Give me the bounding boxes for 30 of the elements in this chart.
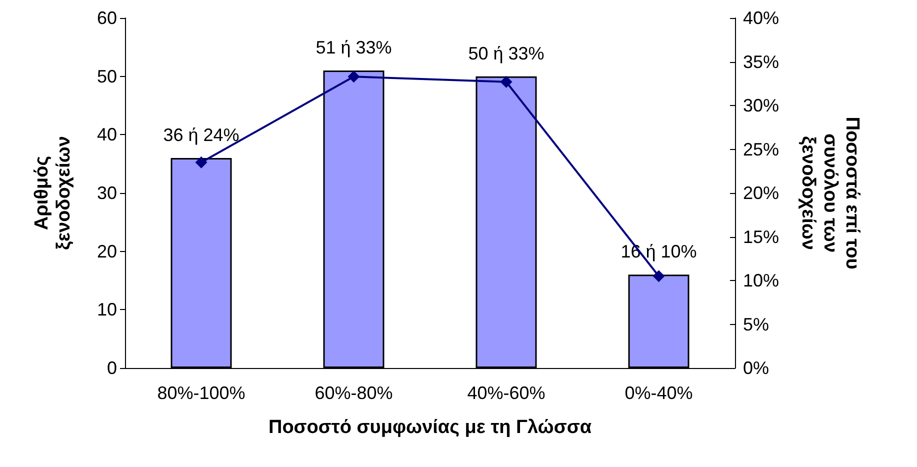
y2-tick-label: 35% [743, 52, 780, 72]
y2-tick-label: 0% [743, 358, 770, 378]
y2-tick-label: 40% [743, 8, 780, 28]
y2-tick-label: 5% [743, 314, 770, 334]
y-tick-label: 30 [96, 183, 117, 203]
y2-tick-label: 10% [743, 270, 780, 290]
y2-tick-label: 15% [743, 226, 780, 247]
point [500, 76, 512, 88]
y2-axis-title: Ποσοστά επί του συνόλου των ξενοδοχείων [798, 116, 862, 270]
x-tick-label: 80%-100% [157, 383, 246, 403]
point [348, 70, 360, 83]
x-tick-label: 0%-40% [624, 383, 693, 403]
y-tick-label: 40 [96, 124, 117, 145]
x-tick-label: 40%-60% [467, 383, 546, 403]
y-tick-label: 10 [96, 300, 117, 320]
data-label: 36 ή 24% [163, 125, 240, 145]
y-axis-title: Αριθμός ξενοδοχείων [32, 136, 74, 250]
point [195, 156, 208, 168]
y2-tick-label: 25% [743, 139, 780, 160]
data-label: 51 ή 33% [316, 38, 392, 58]
y-tick-label: 50 [96, 66, 117, 86]
data-label: 50 ή 33% [468, 43, 544, 64]
point [652, 270, 665, 282]
y-tick-label: 60 [96, 8, 117, 28]
y2-tick-label: 20% [743, 183, 780, 203]
x-axis-title: Ποσοστό συμφωνίας με τη Γλώσσα [268, 417, 592, 438]
y-tick-label: 0 [106, 358, 117, 378]
x-tick-label: 60%-80% [314, 383, 393, 403]
y2-tick-label: 30% [743, 96, 780, 116]
y-tick-label: 20 [96, 241, 117, 262]
